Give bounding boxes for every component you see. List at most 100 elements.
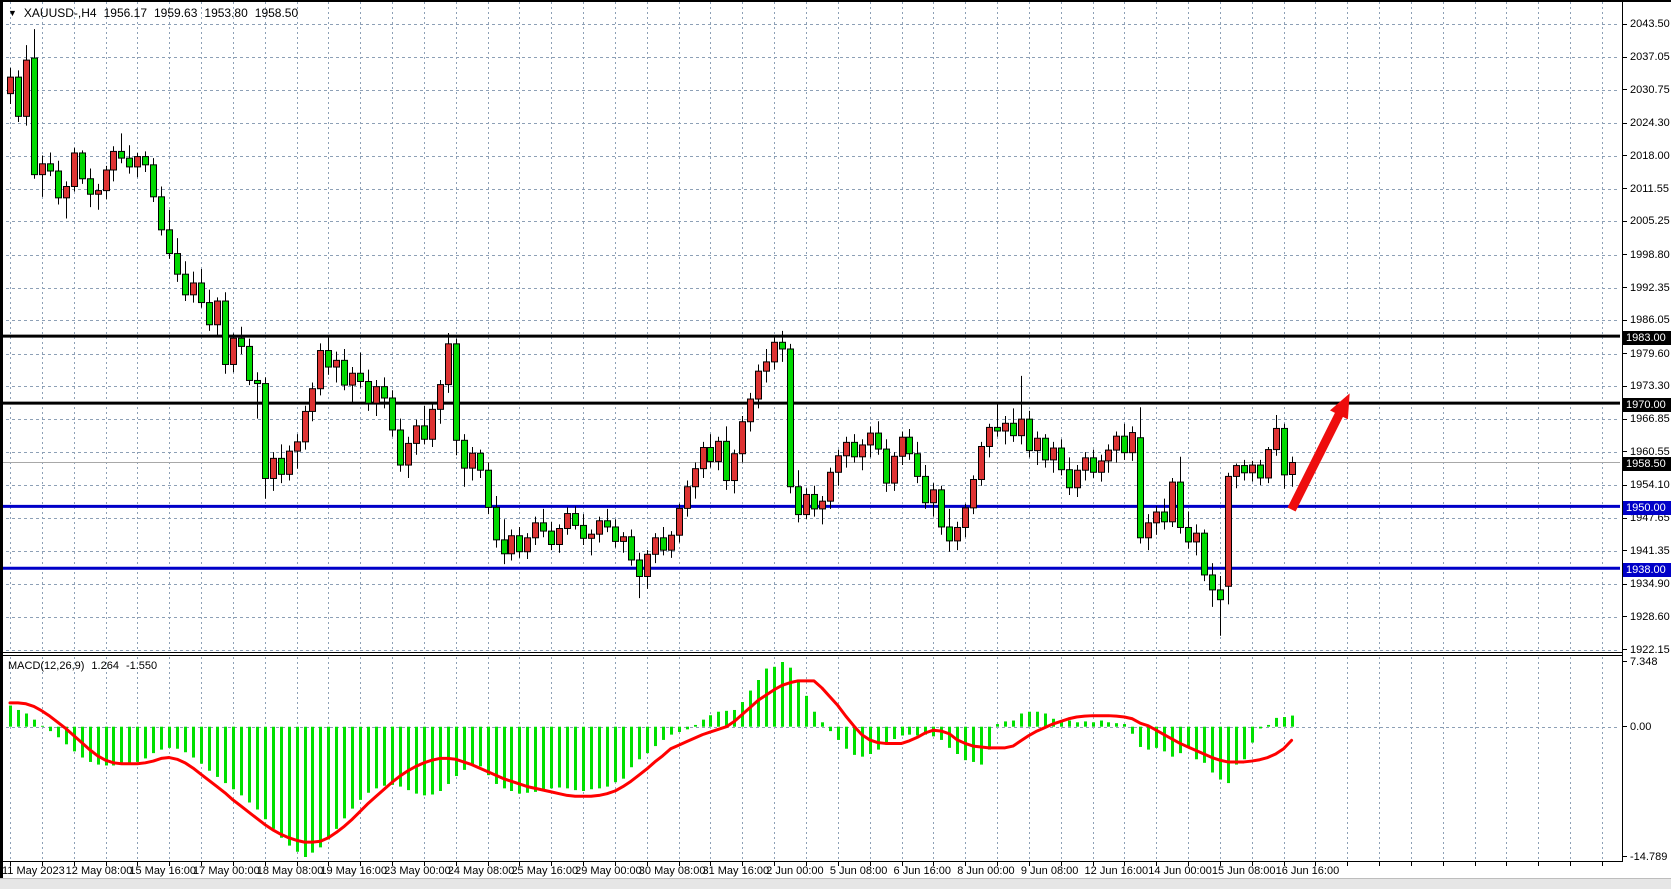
- quote-open: 1956.17: [103, 6, 147, 20]
- chart-title-overlay: ▼ XAUUSD-,H4 1956.17 1959.63 1953.80 195…: [8, 6, 298, 20]
- candle-body: [1034, 437, 1041, 452]
- candle-body: [190, 282, 197, 296]
- macd-histogram-layer: [9, 661, 1294, 857]
- candle-body: [843, 441, 850, 457]
- price-axis-label: 1954.10: [1630, 479, 1670, 492]
- time-axis-tick: [169, 862, 170, 866]
- time-axis-label: 30 May 08:00: [638, 865, 706, 877]
- candle-body: [222, 300, 229, 365]
- time-axis-tick: [902, 862, 903, 866]
- candle-body: [644, 553, 651, 577]
- time-axis-label: 15 May 16:00: [129, 865, 197, 877]
- candle-body: [1193, 532, 1200, 543]
- candle-body: [978, 445, 985, 481]
- price-badge-1938.00: 1938.00: [1623, 563, 1671, 578]
- macd-indicator-panel[interactable]: [0, 657, 1622, 861]
- candle-body: [150, 164, 157, 198]
- candle-body: [325, 350, 332, 368]
- macd-axis-tick: [1623, 726, 1627, 728]
- candle-body: [1050, 447, 1057, 461]
- time-axis-tick: [456, 862, 457, 866]
- time-axis[interactable]: 11 May 2023 12 May 08:00 15 May 16:00 17 Ma…: [0, 862, 1671, 878]
- candle-body: [429, 408, 436, 440]
- candle-body: [1026, 418, 1033, 452]
- candle-body: [556, 528, 563, 546]
- candle-body: [485, 469, 492, 508]
- price-axis-label: 1973.30: [1630, 380, 1670, 393]
- macd-axis-tick: [1623, 661, 1627, 663]
- candle-body: [1257, 464, 1264, 479]
- macd-axis-tick: [1623, 856, 1627, 858]
- candle-body: [875, 432, 882, 450]
- candle-body: [182, 273, 189, 296]
- time-axis-tick: [551, 862, 552, 866]
- time-axis-label: 12 May 08:00: [65, 865, 133, 877]
- symbol-period-label: XAUUSD-,H4: [23, 6, 97, 20]
- candle-body: [1074, 469, 1081, 489]
- candle-body: [1225, 475, 1232, 587]
- candle-body: [827, 471, 834, 502]
- candle-body: [166, 229, 173, 255]
- time-axis-tick: [1315, 862, 1316, 866]
- main-price-chart[interactable]: [0, 2, 1622, 652]
- panel-separator-line-2[interactable]: [3, 655, 1622, 656]
- time-axis-tick: [742, 862, 743, 866]
- time-axis-tick: [1156, 862, 1157, 866]
- time-axis-tick: [233, 862, 234, 866]
- time-axis-tick: [1443, 862, 1444, 866]
- candle-body: [63, 185, 70, 199]
- time-axis-tick: [870, 862, 871, 866]
- price-badge-1983.00: 1983.00: [1623, 331, 1671, 346]
- time-axis-tick: [583, 862, 584, 866]
- time-axis-tick: [1124, 862, 1125, 866]
- annotation-arrow-head: [1329, 393, 1350, 420]
- time-axis-tick: [1252, 862, 1253, 866]
- time-axis-label: 11 May 2023: [2, 865, 65, 877]
- candle-body: [142, 156, 149, 166]
- price-axis-label: 1992.35: [1630, 281, 1670, 294]
- time-axis-label: 2 Jun 00:00: [766, 865, 824, 877]
- candle-body: [628, 536, 635, 561]
- candle-body: [1153, 511, 1160, 524]
- macd-axis-label: 0.00: [1630, 720, 1652, 733]
- candle-body: [381, 386, 388, 399]
- candle-body: [453, 343, 460, 441]
- candle-body: [851, 441, 858, 458]
- candle-body: [254, 379, 261, 385]
- candle-body: [795, 486, 802, 516]
- candle-body: [1241, 465, 1248, 474]
- time-axis-tick: [647, 862, 648, 866]
- candle-body: [7, 76, 14, 95]
- candle-body: [357, 372, 364, 382]
- time-axis-tick: [1475, 862, 1476, 866]
- time-axis-tick: [965, 862, 966, 866]
- time-axis-tick: [137, 862, 138, 866]
- candle-body: [1129, 432, 1136, 454]
- macd-name: MACD(12,26,9): [8, 660, 85, 672]
- candle-body: [604, 520, 611, 528]
- candle-body: [206, 302, 213, 326]
- candle-body: [922, 475, 929, 504]
- candle-body: [1273, 427, 1280, 451]
- time-axis-tick: [1284, 862, 1285, 866]
- time-axis-tick: [1602, 862, 1603, 866]
- price-axis[interactable]: 2043.50 2037.05 2030.75 2024.30 2018.00 2011.…: [1623, 2, 1671, 878]
- time-axis-tick: [1029, 862, 1030, 866]
- symbol-dropdown-icon[interactable]: ▼: [8, 8, 17, 18]
- time-axis-tick: [679, 862, 680, 866]
- candle-body: [524, 537, 531, 553]
- candle-body: [620, 536, 627, 542]
- price-axis-tick: [1623, 649, 1627, 651]
- candle-body: [899, 436, 906, 457]
- candle-body: [477, 452, 484, 471]
- candle-body: [684, 486, 691, 509]
- time-axis-tick: [360, 862, 361, 866]
- candle-body: [548, 530, 555, 546]
- price-badge-1970.00: 1970.00: [1623, 398, 1671, 413]
- price-axis-tick: [1623, 484, 1627, 486]
- time-axis-tick: [774, 862, 775, 866]
- price-axis-label: 1941.35: [1630, 544, 1670, 557]
- candle-body: [493, 506, 500, 541]
- time-axis-tick: [1379, 862, 1380, 866]
- macd-axis-label: 7.348: [1630, 655, 1658, 668]
